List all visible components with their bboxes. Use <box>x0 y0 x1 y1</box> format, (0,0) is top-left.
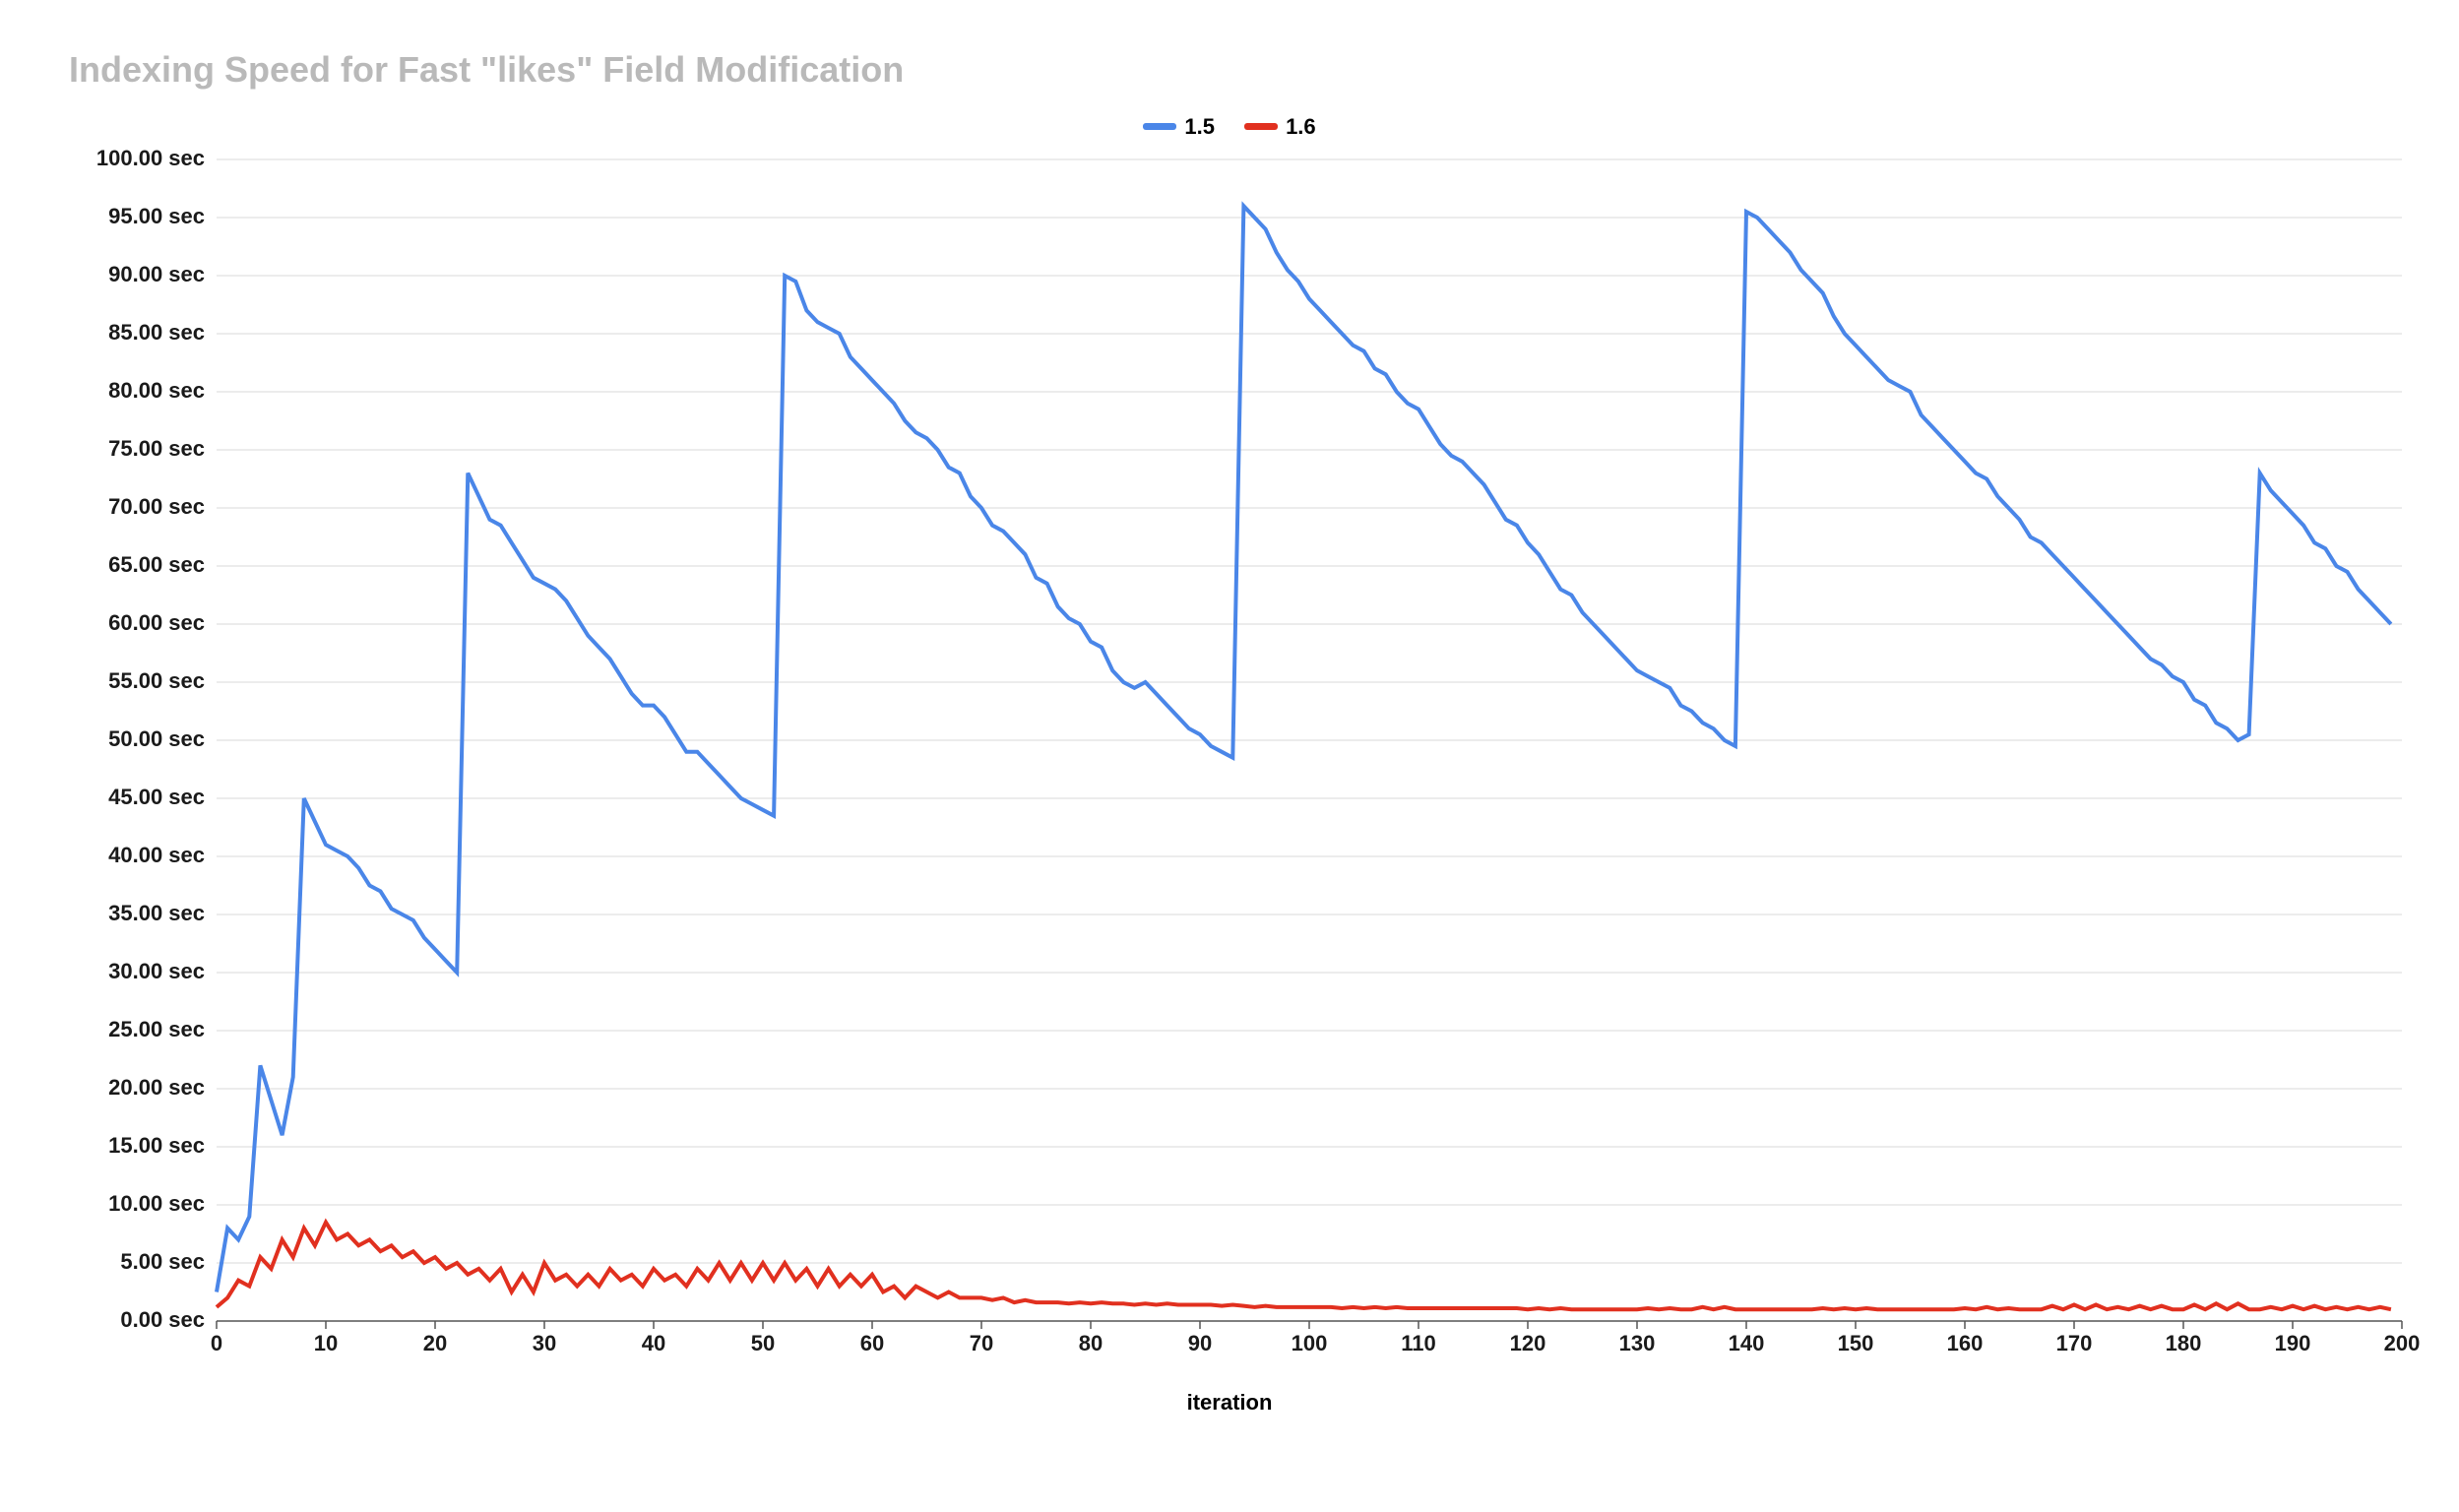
ytick-label: 70.00 sec <box>108 493 205 518</box>
ytick-label: 0.00 sec <box>120 1306 205 1331</box>
xtick-label: 150 <box>1838 1331 1874 1355</box>
xtick-label: 90 <box>1188 1331 1212 1355</box>
ytick-label: 100.00 sec <box>96 150 205 170</box>
xtick-label: 120 <box>1510 1331 1546 1355</box>
xtick-label: 170 <box>2056 1331 2093 1355</box>
xtick-label: 190 <box>2275 1331 2311 1355</box>
x-axis-label: iteration <box>59 1390 2400 1416</box>
xtick-label: 60 <box>860 1331 884 1355</box>
ytick-label: 60.00 sec <box>108 609 205 634</box>
ytick-label: 95.00 sec <box>108 203 205 227</box>
series-line-1-5 <box>217 206 2391 1292</box>
legend-label-16: 1.6 <box>1286 114 1316 140</box>
xtick-label: 140 <box>1729 1331 1765 1355</box>
legend-item-15: 1.5 <box>1143 114 1215 140</box>
xtick-label: 130 <box>1619 1331 1656 1355</box>
xtick-label: 100 <box>1292 1331 1328 1355</box>
ytick-label: 10.00 sec <box>108 1190 205 1215</box>
ytick-label: 15.00 sec <box>108 1132 205 1157</box>
ytick-label: 55.00 sec <box>108 667 205 692</box>
xtick-label: 0 <box>211 1331 222 1355</box>
xtick-label: 110 <box>1401 1331 1436 1355</box>
ytick-label: 30.00 sec <box>108 958 205 982</box>
xtick-label: 30 <box>533 1331 556 1355</box>
ytick-label: 65.00 sec <box>108 551 205 576</box>
xtick-label: 50 <box>751 1331 775 1355</box>
ytick-label: 50.00 sec <box>108 725 205 750</box>
ytick-label: 45.00 sec <box>108 784 205 808</box>
ytick-label: 35.00 sec <box>108 900 205 924</box>
xtick-label: 180 <box>2166 1331 2202 1355</box>
xtick-label: 200 <box>2384 1331 2421 1355</box>
chart-plot-area: 0.00 sec 5.00 sec 10.00 sec 15.00 sec 20.00 … <box>59 150 2400 1370</box>
chart-legend: 1.5 1.6 <box>59 110 2400 140</box>
ytick-label: 20.00 sec <box>108 1074 205 1099</box>
chart-title: Indexing Speed for Fast "likes" Field Mo… <box>69 49 2400 91</box>
ytick-label: 5.00 sec <box>120 1248 205 1273</box>
xtick-label: 80 <box>1079 1331 1103 1355</box>
ytick-label: 40.00 sec <box>108 842 205 866</box>
legend-swatch-15 <box>1143 123 1176 130</box>
xtick-label: 70 <box>970 1331 993 1355</box>
legend-item-16: 1.6 <box>1244 114 1316 140</box>
xtick-label: 40 <box>642 1331 665 1355</box>
ytick-label: 90.00 sec <box>108 261 205 285</box>
ytick-label: 85.00 sec <box>108 319 205 344</box>
series-line-1-6 <box>217 1222 2391 1309</box>
xtick-label: 10 <box>314 1331 338 1355</box>
ytick-label: 80.00 sec <box>108 377 205 402</box>
ytick-label: 75.00 sec <box>108 435 205 460</box>
legend-label-15: 1.5 <box>1184 114 1215 140</box>
legend-swatch-16 <box>1244 123 1278 130</box>
xtick-label: 20 <box>423 1331 447 1355</box>
chart-svg: 0.00 sec 5.00 sec 10.00 sec 15.00 sec 20.00 … <box>59 150 2422 1370</box>
ytick-label: 25.00 sec <box>108 1016 205 1040</box>
xtick-label: 160 <box>1947 1331 1984 1355</box>
